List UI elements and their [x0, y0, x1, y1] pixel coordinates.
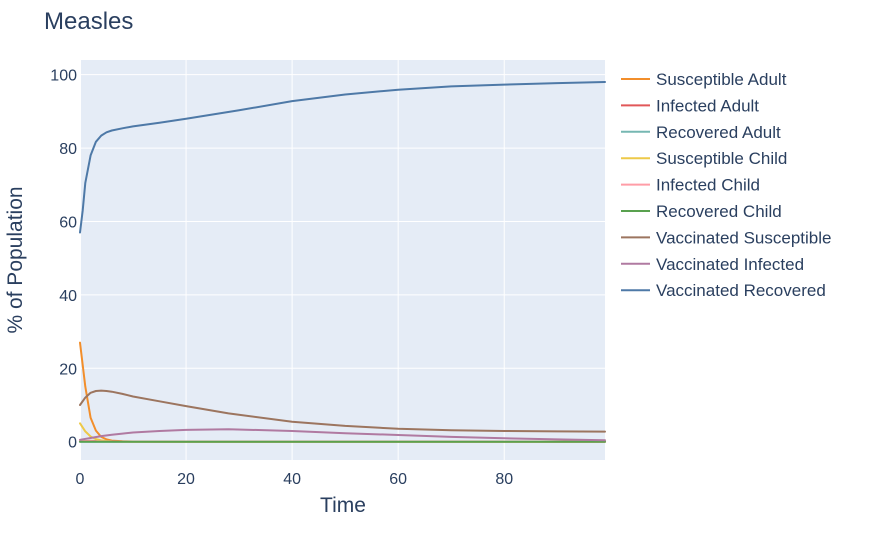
legend-label: Recovered Child	[656, 202, 782, 221]
series-line	[79, 81, 606, 234]
plot-background	[80, 60, 605, 460]
y-tick-label: 60	[59, 214, 77, 231]
y-tick-label: 20	[59, 361, 77, 378]
legend: Susceptible Adult Infected Adult Recovered…	[621, 70, 831, 300]
x-tick-label: 40	[283, 471, 301, 488]
chart-title: Measles	[44, 8, 133, 35]
legend-label: Infected Child	[656, 176, 760, 195]
x-tick-label: 20	[177, 471, 195, 488]
series-lines	[79, 81, 606, 443]
y-axis-title: % of Population	[4, 186, 27, 333]
y-tick-label: 40	[59, 288, 77, 305]
y-tick-label: 0	[68, 435, 77, 452]
x-tick-label: 80	[495, 471, 513, 488]
y-tick-label: 80	[59, 141, 77, 158]
legend-label: Vaccinated Infected	[656, 255, 804, 274]
legend-item[interactable]: Infected Child	[621, 176, 760, 195]
legend-item[interactable]: Recovered Child	[621, 202, 782, 221]
legend-label: Infected Adult	[656, 96, 759, 115]
x-axis-title: Time	[320, 494, 366, 517]
y-axis-ticks: 0 20 40 60 80 100	[50, 68, 77, 452]
legend-item[interactable]: Vaccinated Infected	[621, 255, 804, 274]
legend-item[interactable]: Susceptible Child	[621, 149, 787, 168]
legend-item[interactable]: Susceptible Adult	[621, 70, 787, 89]
legend-label: Vaccinated Recovered	[656, 281, 826, 300]
x-tick-label: 60	[389, 471, 407, 488]
legend-item[interactable]: Infected Adult	[621, 96, 759, 115]
legend-item[interactable]: Recovered Adult	[621, 123, 781, 142]
series-line	[79, 389, 606, 433]
legend-label: Vaccinated Susceptible	[656, 228, 831, 247]
legend-item[interactable]: Vaccinated Recovered	[621, 281, 826, 300]
y-tick-label: 100	[50, 68, 77, 85]
x-tick-label: 0	[76, 471, 85, 488]
legend-label: Recovered Adult	[656, 123, 781, 142]
series-line	[79, 428, 606, 442]
legend-item[interactable]: Vaccinated Susceptible	[621, 228, 831, 247]
x-axis-ticks: 0 20 40 60 80	[76, 471, 514, 488]
legend-label: Susceptible Child	[656, 149, 787, 168]
legend-label: Susceptible Adult	[656, 70, 787, 89]
